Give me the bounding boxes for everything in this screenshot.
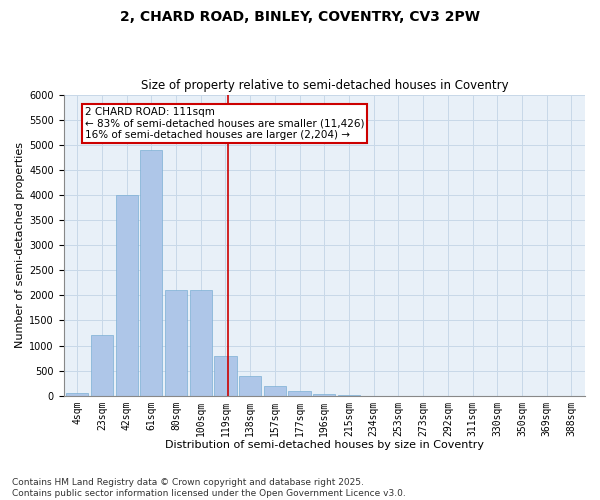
Bar xyxy=(190,290,212,396)
Title: Size of property relative to semi-detached houses in Coventry: Size of property relative to semi-detach… xyxy=(140,79,508,92)
Bar xyxy=(214,356,236,396)
Bar xyxy=(264,386,286,396)
Bar xyxy=(91,336,113,396)
Bar xyxy=(313,394,335,396)
Bar xyxy=(140,150,163,396)
Y-axis label: Number of semi-detached properties: Number of semi-detached properties xyxy=(15,142,25,348)
Text: Contains HM Land Registry data © Crown copyright and database right 2025.
Contai: Contains HM Land Registry data © Crown c… xyxy=(12,478,406,498)
Bar xyxy=(165,290,187,396)
Text: 2, CHARD ROAD, BINLEY, COVENTRY, CV3 2PW: 2, CHARD ROAD, BINLEY, COVENTRY, CV3 2PW xyxy=(120,10,480,24)
Bar xyxy=(66,393,88,396)
Bar xyxy=(116,195,138,396)
Bar xyxy=(289,390,311,396)
Bar xyxy=(239,376,262,396)
Text: 2 CHARD ROAD: 111sqm
← 83% of semi-detached houses are smaller (11,426)
16% of s: 2 CHARD ROAD: 111sqm ← 83% of semi-detac… xyxy=(85,107,364,140)
X-axis label: Distribution of semi-detached houses by size in Coventry: Distribution of semi-detached houses by … xyxy=(165,440,484,450)
